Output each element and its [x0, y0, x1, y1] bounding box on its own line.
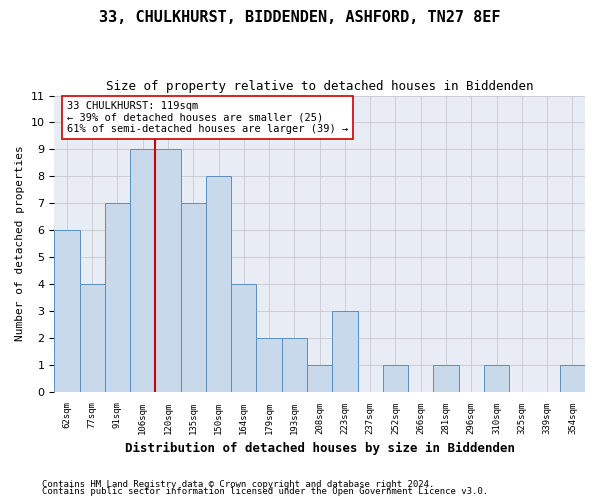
Bar	[155, 150, 181, 392]
Bar	[231, 284, 256, 392]
Bar	[130, 150, 155, 392]
Bar	[560, 364, 585, 392]
Bar	[484, 364, 509, 392]
Title: Size of property relative to detached houses in Biddenden: Size of property relative to detached ho…	[106, 80, 533, 93]
Text: Contains HM Land Registry data © Crown copyright and database right 2024.: Contains HM Land Registry data © Crown c…	[42, 480, 434, 489]
Text: Contains public sector information licensed under the Open Government Licence v3: Contains public sector information licen…	[42, 487, 488, 496]
Bar	[307, 364, 332, 392]
Bar	[282, 338, 307, 392]
Text: 33 CHULKHURST: 119sqm
← 39% of detached houses are smaller (25)
61% of semi-deta: 33 CHULKHURST: 119sqm ← 39% of detached …	[67, 101, 348, 134]
X-axis label: Distribution of detached houses by size in Biddenden: Distribution of detached houses by size …	[125, 442, 515, 455]
Bar	[105, 203, 130, 392]
Bar	[383, 364, 408, 392]
Bar	[80, 284, 105, 392]
Bar	[181, 203, 206, 392]
Bar	[54, 230, 80, 392]
Bar	[206, 176, 231, 392]
Bar	[433, 364, 458, 392]
Bar	[332, 311, 358, 392]
Y-axis label: Number of detached properties: Number of detached properties	[15, 146, 25, 342]
Bar	[256, 338, 282, 392]
Text: 33, CHULKHURST, BIDDENDEN, ASHFORD, TN27 8EF: 33, CHULKHURST, BIDDENDEN, ASHFORD, TN27…	[99, 10, 501, 25]
